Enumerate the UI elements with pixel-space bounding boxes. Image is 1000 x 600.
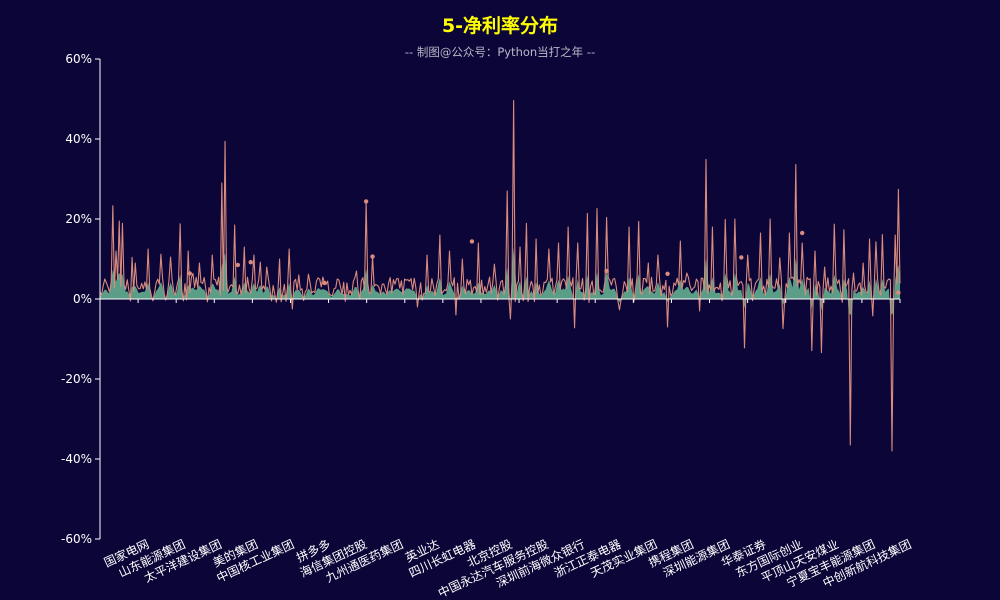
data-point-marker[interactable] [322,280,327,286]
data-point-marker[interactable] [896,290,901,295]
data-point-marker[interactable] [370,254,375,259]
line-series-layer [99,100,901,452]
x-tick-labels: 国家电网山东能源集团太平洋建设集团美的集团中国核工业集团拼多多海信集团控股九州通… [101,536,913,600]
data-point-marker[interactable] [187,271,192,276]
y-tick-labels: -60% -40% -20% 0% 20% 40% 60% [61,52,92,546]
data-point-marker[interactable] [739,255,744,260]
y-tick-label: -60% [61,532,92,546]
data-point-marker[interactable] [235,262,241,268]
y-tick-label: 20% [65,212,92,226]
data-point-marker[interactable] [469,239,475,244]
y-tick-label: 0% [73,292,92,306]
line-series [99,100,901,452]
chart-subtitle: -- 制图@公众号：Python当打之年 -- [404,45,596,59]
chart-title: 5-净利率分布 [441,15,559,37]
data-point-marker[interactable] [248,260,253,265]
y-tick-label: -20% [61,372,92,386]
data-point-marker[interactable] [363,199,369,204]
data-point-marker[interactable] [800,230,805,236]
marker-layer [187,199,901,295]
data-point-marker[interactable] [604,268,609,274]
y-tick-label: 60% [65,52,92,66]
y-tick-label: 40% [65,132,92,146]
y-tick-label: -40% [61,452,92,466]
axis-layer [95,58,901,540]
data-point-marker[interactable] [665,271,670,276]
